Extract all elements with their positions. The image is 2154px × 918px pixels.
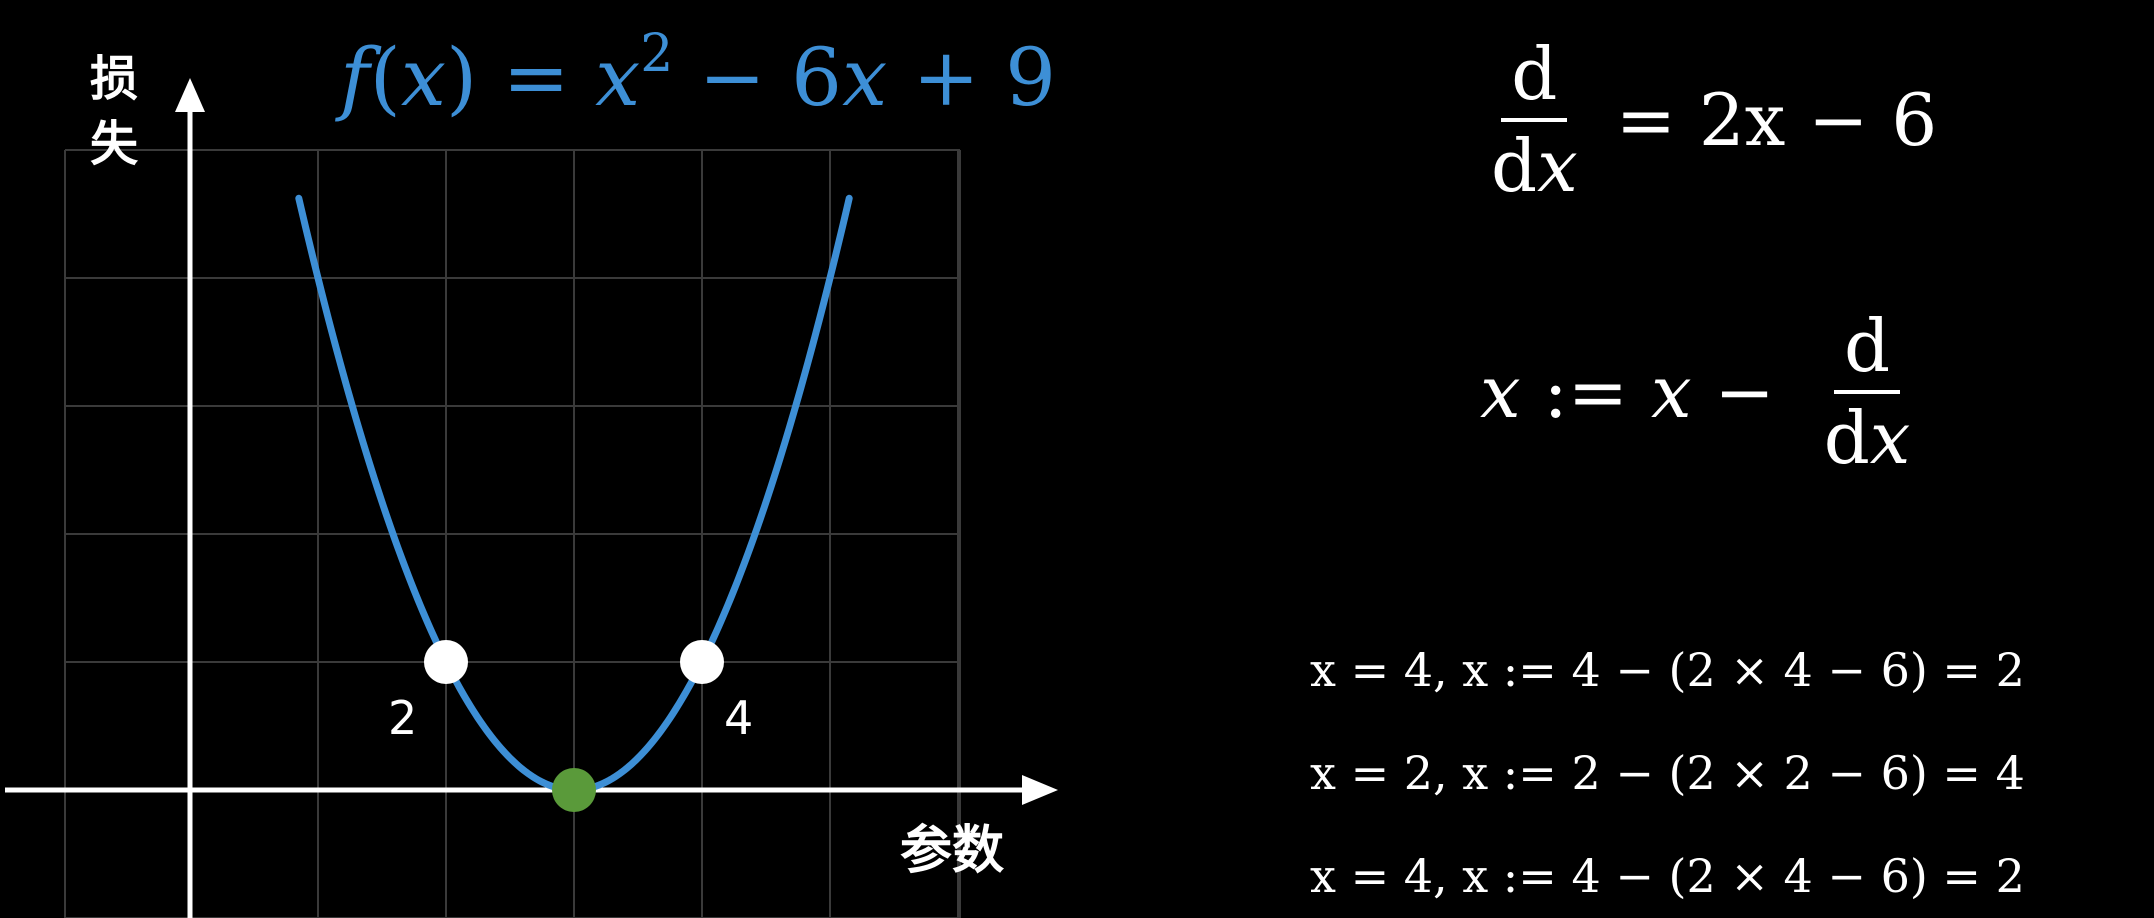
derivative-denominator: dx (1481, 122, 1588, 202)
update-x: x (1650, 350, 1692, 434)
plot-grid (64, 149, 961, 918)
curve-point-3 (552, 768, 596, 812)
plot-axes (5, 78, 1058, 918)
x-axis-label: 参数 (900, 821, 1004, 881)
derivative-equation: d dx = 2x − 6 (1465, 38, 1937, 202)
point-label-1: 2 (388, 691, 417, 745)
y-axis-label-2: 失 (90, 116, 139, 172)
derivative-rhs: = 2x − 6 (1615, 78, 1938, 162)
update-den-x: x (1869, 396, 1911, 480)
x-axis-arrow (1022, 775, 1058, 805)
function-title-var2: x (595, 31, 640, 124)
point-label-2: 4 (724, 691, 753, 745)
update-rule-equation: x := x − d dx (1480, 310, 1936, 474)
derivative-den-d: d (1491, 124, 1538, 208)
update-den-d: d (1823, 396, 1870, 480)
y-axis-label-1: 损 (90, 51, 138, 107)
update-minus: − (1691, 350, 1798, 434)
iteration-step-2: x = 2, x := 2 − (2 × 2 − 6) = 4 (1310, 746, 2025, 800)
update-lhs: x (1480, 350, 1521, 434)
function-title-var: x (401, 31, 446, 124)
update-denominator: dx (1814, 394, 1921, 474)
derivative-fraction: d dx (1481, 38, 1588, 202)
function-title-open: ( (370, 31, 401, 124)
function-title: f(x) = x2 − 6x + 9 (335, 24, 1056, 124)
derivative-numerator: d (1501, 38, 1568, 122)
function-title-close: ) = (446, 31, 595, 124)
iteration-step-1: x = 4, x := 4 − (2 × 4 − 6) = 2 (1310, 643, 2025, 697)
function-title-rest1: − 6 (673, 31, 842, 124)
curve-point-2 (680, 640, 724, 684)
function-title-rest2: + 9 (887, 31, 1056, 124)
update-numerator: d (1833, 310, 1901, 394)
derivative-den-x: x (1537, 124, 1578, 208)
curve-point-1 (424, 640, 468, 684)
function-title-exp: 2 (640, 24, 673, 84)
iteration-step-3: x = 4, x := 4 − (2 × 4 − 6) = 2 (1310, 849, 2025, 903)
update-assign: := (1520, 350, 1651, 434)
update-fraction: d dx (1814, 310, 1921, 474)
y-axis-arrow (175, 78, 205, 112)
function-title-var3: x (842, 31, 887, 124)
